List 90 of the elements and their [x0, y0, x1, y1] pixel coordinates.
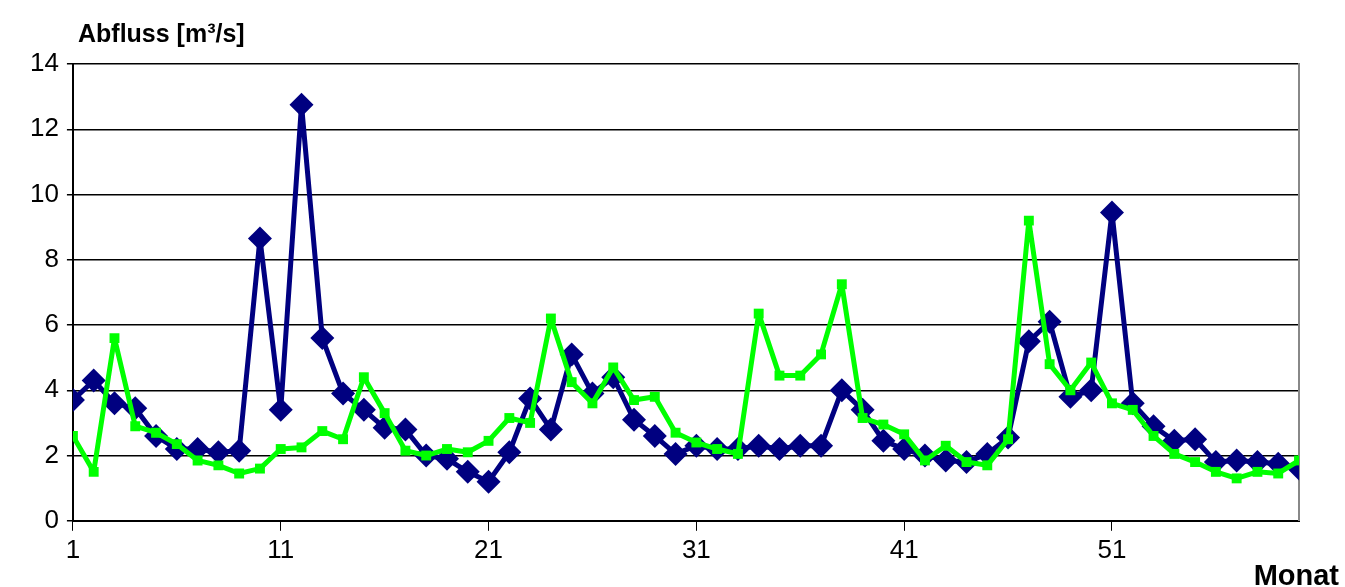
point — [746, 433, 771, 458]
point — [317, 426, 328, 437]
point — [538, 417, 563, 442]
point — [1231, 473, 1242, 484]
point — [670, 427, 681, 438]
point — [857, 413, 868, 423]
point — [795, 370, 806, 381]
point — [442, 444, 452, 454]
point — [809, 433, 834, 458]
x-axis-title: Monat — [1253, 559, 1340, 587]
point — [1044, 359, 1055, 370]
point — [1107, 398, 1117, 409]
y-tick-label: 6 — [44, 308, 59, 339]
point — [899, 429, 910, 440]
point — [1079, 378, 1104, 403]
point — [1023, 215, 1034, 226]
point — [130, 421, 141, 432]
y-tick-label: 8 — [44, 242, 59, 273]
y-tick-label: 4 — [44, 373, 59, 404]
point — [629, 395, 639, 406]
point — [227, 438, 252, 463]
point — [1065, 385, 1076, 396]
y-tick-label: 10 — [30, 177, 59, 208]
point — [545, 313, 556, 324]
point — [483, 435, 494, 446]
point — [400, 445, 411, 456]
point — [1190, 457, 1201, 468]
y-tick-label: 12 — [30, 112, 59, 143]
point — [587, 398, 598, 409]
y-tick-label: 0 — [44, 503, 59, 534]
point — [358, 372, 369, 383]
point — [338, 434, 349, 445]
point — [642, 423, 667, 448]
point — [310, 326, 335, 351]
point — [1224, 448, 1249, 473]
point — [1210, 466, 1221, 477]
point — [497, 440, 522, 465]
x-tick-label: 11 — [267, 533, 295, 564]
point — [871, 428, 896, 453]
x-tick-label: 21 — [474, 533, 503, 564]
point — [234, 468, 245, 479]
point — [1169, 448, 1180, 459]
point — [829, 378, 854, 403]
point — [933, 448, 958, 473]
point — [1148, 431, 1159, 441]
point — [836, 279, 847, 290]
point — [255, 463, 265, 474]
point — [940, 440, 951, 451]
point — [331, 381, 356, 406]
x-tick-label: 1 — [65, 533, 81, 564]
point — [982, 460, 993, 471]
point — [247, 226, 272, 251]
point — [878, 419, 889, 430]
y-tick-label: 14 — [30, 47, 59, 78]
point — [504, 413, 515, 423]
point — [1099, 200, 1124, 225]
point — [81, 368, 106, 393]
point — [774, 370, 785, 381]
point — [379, 408, 390, 419]
point — [1273, 468, 1284, 479]
point — [816, 349, 826, 360]
point — [476, 469, 501, 494]
point — [88, 466, 99, 477]
x-tick-label: 41 — [889, 533, 919, 564]
point — [525, 417, 536, 428]
point — [462, 447, 473, 458]
point — [663, 441, 688, 466]
point — [1252, 466, 1263, 477]
point — [608, 362, 619, 373]
point — [296, 442, 307, 453]
point — [275, 444, 286, 454]
point — [788, 433, 813, 458]
point — [268, 397, 293, 422]
point — [213, 460, 224, 471]
x-tick-label: 51 — [1097, 533, 1127, 564]
point — [767, 437, 792, 462]
point — [109, 333, 120, 344]
point — [622, 407, 647, 432]
point — [192, 455, 203, 466]
point — [455, 459, 480, 484]
point — [566, 377, 577, 388]
y-tick-label: 2 — [44, 438, 59, 469]
point — [753, 308, 764, 319]
point — [1183, 427, 1208, 452]
point — [289, 92, 314, 117]
y-axis-title: Abfluss [m³/s] — [78, 19, 245, 47]
point — [393, 417, 418, 442]
x-tick-label: 31 — [681, 533, 711, 564]
point — [1086, 357, 1097, 368]
point — [649, 391, 660, 402]
